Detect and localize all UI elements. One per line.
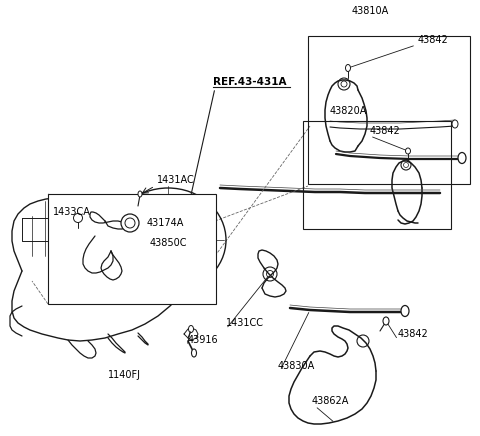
Bar	[48, 194, 216, 304]
Text: 43830A: 43830A	[278, 361, 315, 371]
Text: 43842: 43842	[398, 329, 429, 339]
Bar	[303, 121, 451, 229]
Bar	[308, 36, 470, 184]
Text: REF.43-431A: REF.43-431A	[213, 77, 287, 87]
Ellipse shape	[383, 317, 389, 325]
Ellipse shape	[458, 153, 466, 164]
Ellipse shape	[189, 326, 193, 333]
Text: 43820A: 43820A	[330, 106, 367, 116]
Ellipse shape	[138, 191, 142, 197]
Ellipse shape	[121, 214, 139, 232]
Text: 43862A: 43862A	[312, 396, 349, 406]
Text: 43174A: 43174A	[147, 218, 184, 228]
Text: 43850C: 43850C	[150, 238, 188, 248]
Circle shape	[73, 214, 83, 222]
Ellipse shape	[192, 349, 196, 357]
Text: 43916: 43916	[188, 335, 218, 345]
Text: 43842: 43842	[418, 35, 449, 45]
Ellipse shape	[452, 120, 458, 128]
Text: 43810A: 43810A	[352, 6, 389, 16]
Ellipse shape	[346, 65, 350, 72]
Text: 1431AC: 1431AC	[157, 175, 195, 185]
Ellipse shape	[406, 148, 410, 154]
Ellipse shape	[125, 218, 135, 228]
Ellipse shape	[401, 306, 409, 317]
Text: 1140FJ: 1140FJ	[108, 370, 141, 380]
Text: 1431CC: 1431CC	[226, 318, 264, 328]
Text: 43842: 43842	[370, 126, 401, 136]
Text: 1433CA: 1433CA	[53, 207, 91, 217]
